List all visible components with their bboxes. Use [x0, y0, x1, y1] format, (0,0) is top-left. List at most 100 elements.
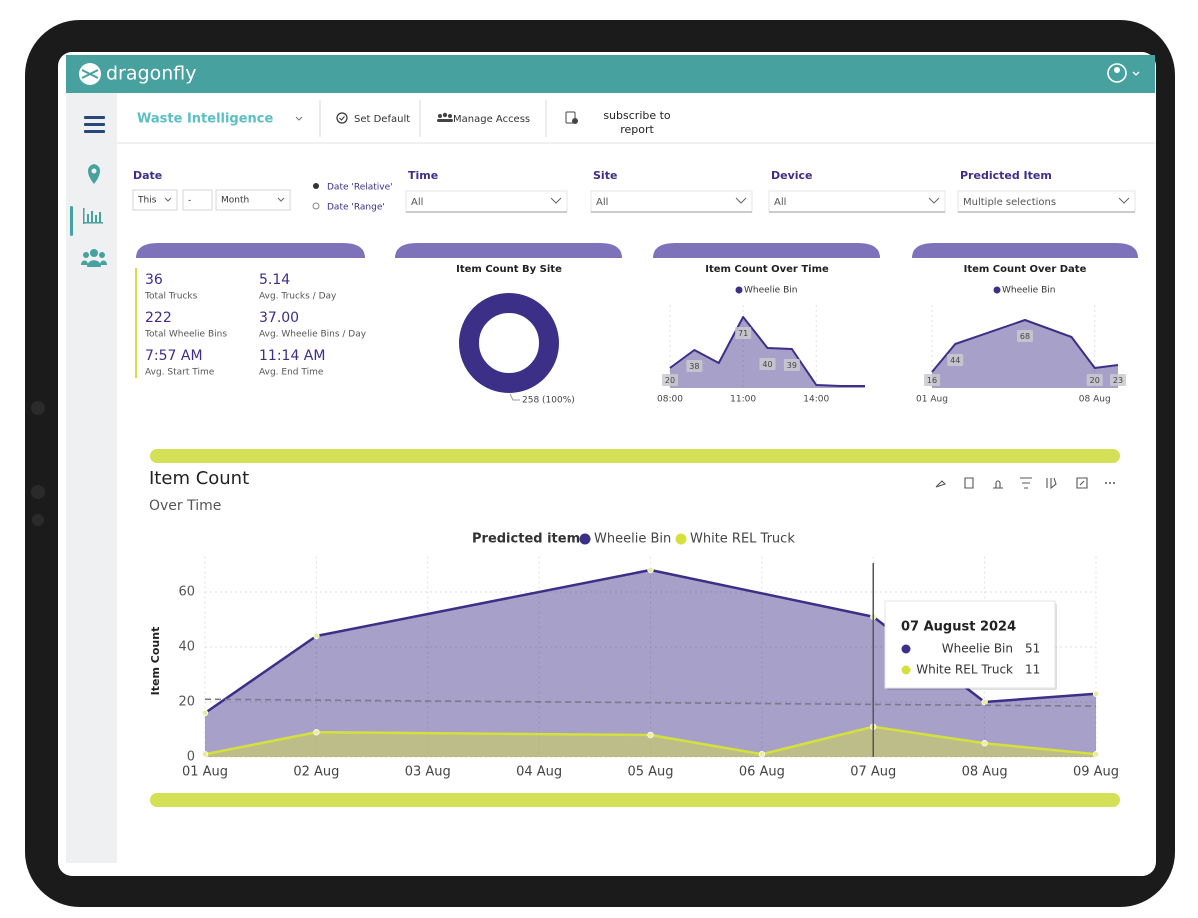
side-button — [31, 485, 45, 499]
radio[interactable] — [312, 202, 320, 210]
dropdown[interactable] — [590, 190, 753, 213]
map-icon[interactable] — [88, 164, 100, 184]
report-chevron[interactable] — [295, 116, 303, 121]
data-label-box — [1110, 374, 1126, 386]
area — [670, 317, 865, 388]
chevron — [550, 197, 562, 204]
radio-selected[interactable] — [313, 183, 319, 189]
point — [313, 632, 320, 640]
data-label: 20 — [665, 376, 675, 385]
dropdown[interactable] — [405, 190, 568, 213]
kpi-value: 36 — [145, 272, 163, 288]
kpi-value: 5.14 — [259, 272, 290, 288]
data-label-box — [783, 359, 800, 371]
user-chevron — [1132, 71, 1140, 76]
data-label-box — [1017, 330, 1033, 342]
more-icon[interactable] — [1113, 482, 1115, 484]
visual-header-icon[interactable] — [1046, 477, 1057, 490]
dropdown-value: All — [596, 197, 608, 208]
data-label: 23 — [1113, 376, 1123, 385]
check — [339, 116, 345, 121]
legend-marker — [675, 533, 687, 545]
accent-bar — [150, 449, 1120, 463]
kpi-label: Avg. Trucks / Day — [259, 292, 337, 302]
x-tick-label: 02 Aug — [293, 765, 339, 780]
x-tick-label: 08:00 — [657, 395, 683, 405]
more-icon[interactable] — [1105, 482, 1107, 484]
manage-access-icon — [437, 112, 453, 122]
chart-subtitle: Over Time — [149, 498, 221, 514]
tooltip-value: 51 — [1025, 642, 1040, 656]
data-label: 68 — [1020, 332, 1030, 341]
chart-title: Item Count — [149, 468, 249, 489]
side-button — [31, 401, 45, 415]
data-label-box — [735, 327, 752, 339]
data-label-box — [686, 360, 703, 372]
point — [313, 729, 320, 736]
radio-label: Date 'Relative' — [327, 183, 393, 193]
report-name[interactable]: Waste Intelligence — [137, 112, 274, 127]
toolbar-separators — [319, 100, 547, 137]
legend-marker — [735, 286, 743, 294]
kpi-label: Total Trucks — [144, 292, 198, 302]
visual-header-icon[interactable] — [1076, 477, 1088, 489]
kpi-value: 222 — [145, 310, 172, 326]
chevron — [1118, 197, 1130, 204]
set-default[interactable]: Set Default — [354, 114, 410, 125]
tooltip-name: Wheelie Bin — [942, 642, 1013, 656]
visual-header-icon[interactable] — [935, 480, 947, 488]
data-label: 16 — [927, 376, 937, 385]
more-icon[interactable] — [1109, 482, 1111, 484]
legend-title: Predicted item — [472, 532, 580, 547]
chart-icon[interactable] — [83, 208, 103, 224]
subscribe-icon-gear — [572, 118, 578, 124]
chevron — [928, 197, 940, 204]
kpi-label: Avg. Start Time — [145, 368, 215, 378]
dropdown-value: - — [188, 196, 191, 206]
user-icon[interactable] — [1107, 63, 1127, 83]
donut-slice — [459, 293, 559, 393]
filter-label: Time — [408, 169, 438, 182]
subscribe[interactable]: report — [620, 123, 654, 136]
point — [1092, 751, 1100, 758]
dropdown[interactable] — [215, 189, 291, 211]
set-default-icon — [336, 112, 348, 124]
dropdown[interactable] — [768, 190, 946, 213]
data-label: 20 — [1090, 376, 1100, 385]
x-tick-label: 11:00 — [730, 395, 756, 405]
line — [204, 568, 1097, 715]
dropdown[interactable] — [182, 189, 213, 211]
visual-header-icon[interactable] — [993, 480, 1003, 489]
dropdown-value: Multiple selections — [963, 197, 1056, 208]
menu-icon[interactable] — [84, 116, 105, 133]
dropdown[interactable] — [132, 189, 178, 211]
kpi-value: 7:57 AM — [145, 348, 203, 364]
point — [1092, 690, 1100, 697]
chevron — [277, 197, 285, 202]
active-indicator — [70, 206, 73, 236]
legend-label: Wheelie Bin — [1002, 286, 1055, 296]
tooltip-title: 07 August 2024 — [901, 620, 1016, 635]
chevron — [164, 197, 172, 202]
legend-marker — [993, 286, 1001, 294]
visual-header-icon[interactable] — [964, 477, 974, 489]
radio-label: Date 'Range' — [327, 203, 385, 213]
dropdown-value: All — [411, 197, 423, 208]
visual-header-icon[interactable] — [1020, 477, 1032, 489]
subscribe-icon — [565, 111, 576, 124]
card-tab — [136, 243, 365, 258]
point — [201, 751, 209, 758]
user-icon-head — [1114, 67, 1120, 73]
x-tick-label: 06 Aug — [739, 765, 785, 780]
filter-label: Device — [771, 169, 813, 182]
users-icon[interactable] — [81, 249, 107, 267]
line — [931, 319, 1119, 373]
line — [669, 316, 865, 387]
data-label: 40 — [762, 360, 772, 369]
manage-access[interactable]: Manage Access — [453, 114, 530, 125]
data-label: 44 — [950, 356, 960, 365]
subscribe[interactable]: subscribe to — [603, 109, 671, 122]
trend-line — [204, 698, 1097, 707]
point — [647, 731, 654, 739]
